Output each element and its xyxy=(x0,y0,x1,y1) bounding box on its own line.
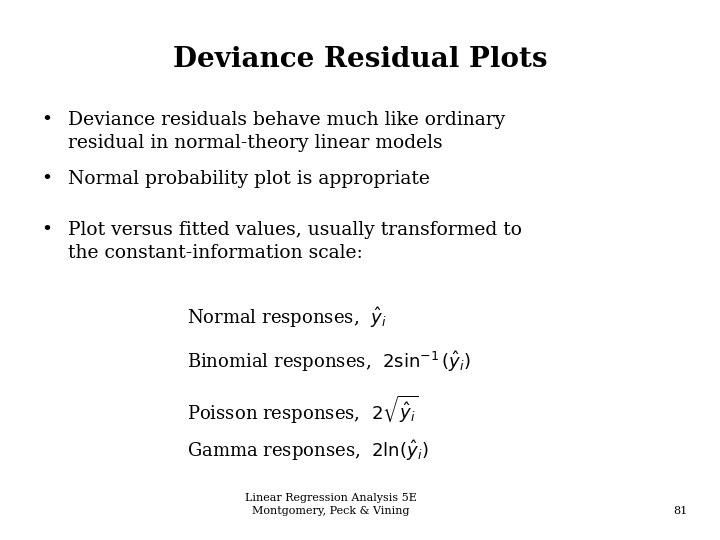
Text: 81: 81 xyxy=(673,505,688,516)
Text: Deviance residuals behave much like ordinary
residual in normal-theory linear mo: Deviance residuals behave much like ordi… xyxy=(68,111,505,152)
Text: Binomial responses,  $2\sin^{-1}(\hat{y}_i)$: Binomial responses, $2\sin^{-1}(\hat{y}_… xyxy=(187,349,471,374)
Text: Poisson responses,  $2\sqrt{\hat{y}_i}$: Poisson responses, $2\sqrt{\hat{y}_i}$ xyxy=(187,394,419,426)
Text: Normal responses,  $\hat{y}_i$: Normal responses, $\hat{y}_i$ xyxy=(187,305,387,330)
Text: •: • xyxy=(41,170,53,188)
Text: Normal probability plot is appropriate: Normal probability plot is appropriate xyxy=(68,170,431,188)
Text: •: • xyxy=(41,221,53,239)
Text: Linear Regression Analysis 5E
Montgomery, Peck & Vining: Linear Regression Analysis 5E Montgomery… xyxy=(246,494,417,516)
Text: •: • xyxy=(41,111,53,129)
Text: Deviance Residual Plots: Deviance Residual Plots xyxy=(173,46,547,73)
Text: Gamma responses,  $2\ln(\hat{y}_i)$: Gamma responses, $2\ln(\hat{y}_i)$ xyxy=(187,438,429,463)
Text: Plot versus fitted values, usually transformed to
the constant-information scale: Plot versus fitted values, usually trans… xyxy=(68,221,523,262)
